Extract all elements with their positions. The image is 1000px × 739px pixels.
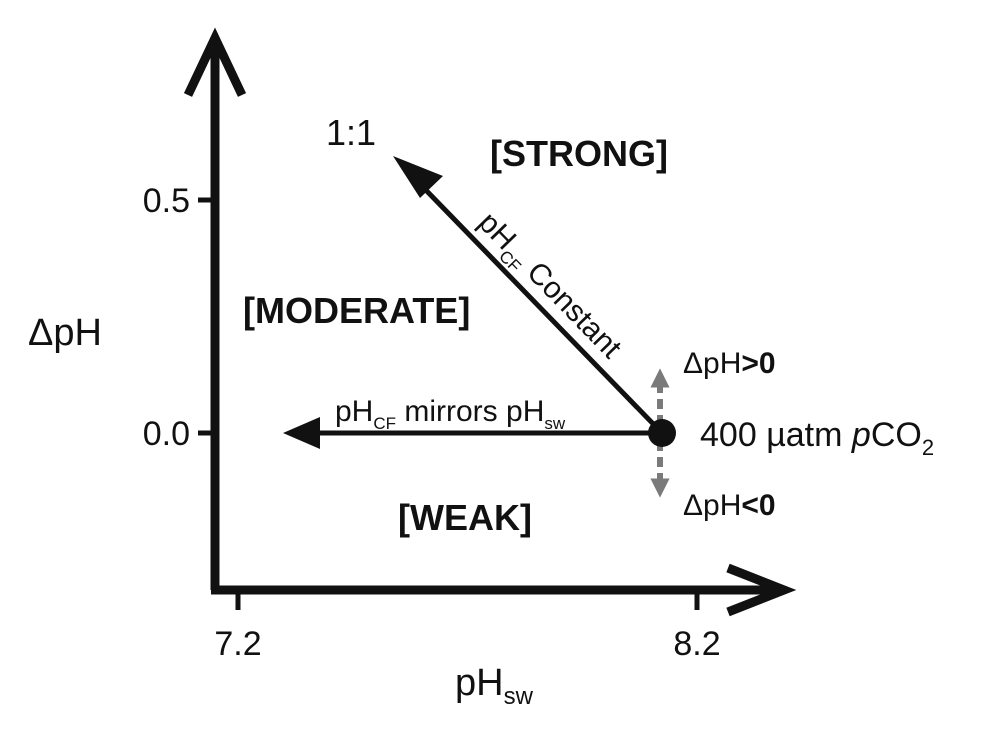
diagonal-arrow <box>393 156 664 435</box>
point-sub: 2 <box>922 435 934 460</box>
horiz-sub1: CF <box>373 414 396 433</box>
dph-negative-label: ΔpH<0 <box>683 489 776 522</box>
horizontal-arrow <box>283 417 662 449</box>
diag-suffix: Constant <box>515 250 629 366</box>
x-axis-label-main: pH <box>455 662 504 704</box>
point-unit: µatm <box>766 416 852 454</box>
point-species: CO <box>871 416 922 454</box>
region-strong-label: [STRONG] <box>490 133 668 174</box>
dph-neg-op: <0 <box>741 489 775 522</box>
x-tick-label-8.2: 8.2 <box>673 625 720 663</box>
point-value: 400 <box>700 416 766 454</box>
y-axis-label: ΔpH <box>28 312 102 354</box>
reference-point-label: 400 µatm pCO2 <box>700 416 934 460</box>
y-axis <box>183 27 247 590</box>
point-var: p <box>851 416 871 454</box>
dph-pos-op: >0 <box>741 347 775 380</box>
horiz-prefix: pH <box>335 395 373 428</box>
horiz-sub2: sw <box>544 414 566 433</box>
one-to-one-label: 1:1 <box>326 112 376 153</box>
x-axis-label-sub: sw <box>504 683 534 710</box>
x-axis <box>211 563 797 617</box>
dph-positive-label: ΔpH>0 <box>683 347 776 380</box>
horizontal-arrow-label: pHCF mirrors pHsw <box>335 395 566 433</box>
x-tick-label-7.2: 7.2 <box>214 625 261 663</box>
region-moderate-label: [MODERATE] <box>243 290 470 331</box>
y-tick-label-0.5: 0.5 <box>143 182 190 220</box>
reference-point <box>648 419 676 447</box>
horiz-mid: mirrors pH <box>396 395 544 428</box>
diagonal-arrow-label: pHCF Constant <box>468 206 628 369</box>
x-axis-label: pHsw <box>455 662 534 710</box>
region-weak-label: [WEAK] <box>398 497 532 538</box>
dph-pos-prefix: ΔpH <box>683 347 741 380</box>
dph-neg-prefix: ΔpH <box>683 489 741 522</box>
y-tick-label-0.0: 0.0 <box>143 415 190 453</box>
